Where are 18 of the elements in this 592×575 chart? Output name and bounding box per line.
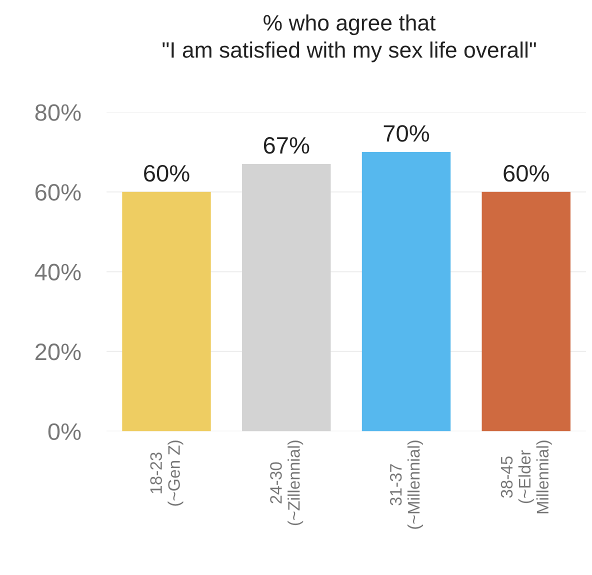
y-tick-label: 0%	[48, 423, 81, 440]
bar	[122, 192, 211, 432]
x-tick-label: 38-45 (~Elder Millennial)	[500, 440, 552, 514]
y-tick-label: 20%	[35, 344, 81, 360]
data-label: 67%	[264, 137, 310, 154]
bar	[242, 164, 331, 432]
data-label: 70%	[384, 125, 430, 142]
x-tick-label: 24-30 (~Zillennial)	[270, 440, 304, 526]
data-label: 60%	[144, 164, 190, 182]
x-tick-label: 31-37 (~Millennial)	[390, 440, 423, 529]
bar	[482, 192, 570, 432]
chart-title: % who agree that "I am satisfied with my sex life overall"	[162, 14, 536, 62]
x-tick-label: 18-23 (~Gen Z)	[150, 440, 184, 506]
bar	[362, 152, 451, 432]
data-label: 60%	[504, 164, 549, 182]
y-tick-label: 60%	[36, 184, 81, 201]
y-tick-label: 80%	[35, 104, 81, 121]
y-tick-label: 40%	[34, 264, 81, 280]
